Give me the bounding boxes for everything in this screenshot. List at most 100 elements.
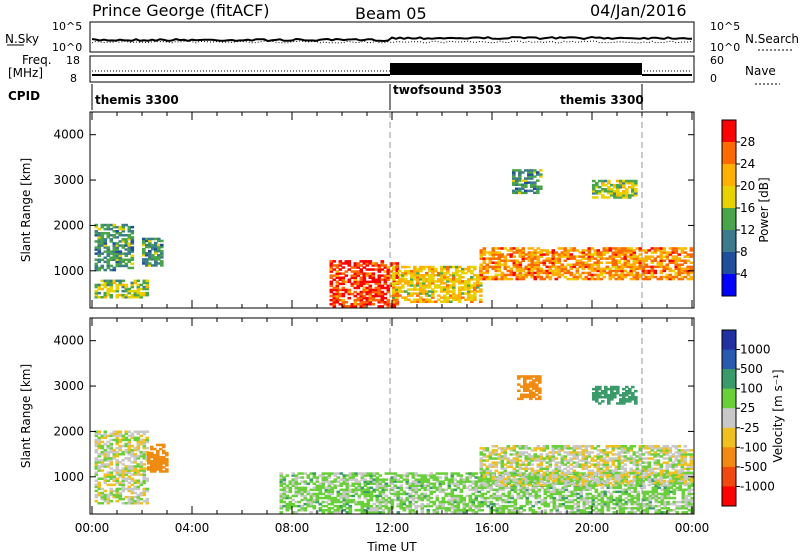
heatmap-cell <box>115 453 120 456</box>
heatmap-cell <box>622 186 626 189</box>
heatmap-cell <box>483 486 488 490</box>
heatmap-cell <box>474 488 479 492</box>
heatmap-cell <box>97 232 102 235</box>
heatmap-cell <box>387 500 392 504</box>
heatmap-cell <box>612 476 617 479</box>
heatmap-cell <box>662 265 667 269</box>
heatmap-cell <box>356 286 361 290</box>
heatmap-cell <box>390 500 395 504</box>
heatmap-cell <box>279 474 284 477</box>
heatmap-cell <box>133 296 138 299</box>
heatmap-cell <box>303 509 308 512</box>
heatmap-cell <box>97 453 102 456</box>
heatmap-cell <box>510 509 515 512</box>
heatmap-cell <box>106 293 111 297</box>
heatmap-cell <box>291 480 296 483</box>
heatmap-cell <box>453 496 458 500</box>
heatmap-cell <box>145 489 150 493</box>
heatmap-cell <box>605 467 610 470</box>
heatmap-cell <box>617 461 622 464</box>
heatmap-cell <box>455 294 459 297</box>
heatmap-cell <box>651 507 656 510</box>
heatmap-cell <box>142 249 146 253</box>
heatmap-cell <box>689 247 694 250</box>
heatmap-cell <box>363 484 368 487</box>
heatmap-cell <box>633 507 638 510</box>
heatmap-cell <box>657 486 662 490</box>
heatmap-cell <box>327 480 332 483</box>
heatmap-cell <box>332 268 337 271</box>
heatmap-cell <box>443 267 447 271</box>
heatmap-cell <box>456 498 461 502</box>
heatmap-cell <box>533 191 537 195</box>
heatmap-cell <box>581 463 586 466</box>
heatmap-cell <box>602 251 607 254</box>
heatmap-cell <box>560 455 565 458</box>
heatmap-cell <box>582 498 587 502</box>
heatmap-cell <box>398 278 402 281</box>
heatmap-cell <box>450 482 455 485</box>
heatmap-cell <box>627 498 632 502</box>
heatmap-cell <box>389 270 394 273</box>
heatmap-cell <box>590 477 595 481</box>
heatmap-cell <box>629 457 634 460</box>
heatmap-cell <box>464 284 468 287</box>
heatmap-cell <box>618 511 623 514</box>
heatmap-cell <box>521 467 526 470</box>
heatmap-cell <box>491 257 496 260</box>
heatmap-cell <box>616 179 620 183</box>
heatmap-cell <box>297 492 302 496</box>
heatmap-cell <box>591 496 596 500</box>
heatmap-cell <box>456 507 461 510</box>
heatmap-cell <box>534 486 539 490</box>
heatmap-cell <box>353 276 358 279</box>
heatmap-cell <box>133 438 138 442</box>
heatmap-cell <box>404 290 408 293</box>
heatmap-cell <box>557 257 562 260</box>
heatmap-cell <box>377 288 382 292</box>
heatmap-cell <box>506 253 511 256</box>
heatmap-cell <box>518 451 523 454</box>
heatmap-cell <box>497 253 502 256</box>
heatmap-cell <box>106 457 111 460</box>
heatmap-cell <box>687 488 692 492</box>
heatmap-cell <box>620 275 625 279</box>
heatmap-cell <box>374 286 379 290</box>
heatmap-cell <box>563 459 568 462</box>
heatmap-cell <box>587 273 592 277</box>
heatmap-cell <box>473 284 477 287</box>
heatmap-cell <box>429 500 434 504</box>
heatmap-cell <box>160 262 164 265</box>
heatmap-cell <box>446 300 450 303</box>
heatmap-cell <box>588 496 593 500</box>
heatmap-cell <box>410 274 414 277</box>
heatmap-cell <box>327 494 332 498</box>
heatmap-cell <box>100 236 105 239</box>
heatmap-cell <box>530 269 535 273</box>
heatmap-cell <box>103 293 108 297</box>
heatmap-cell <box>578 273 583 277</box>
heatmap-cell <box>603 500 608 504</box>
heatmap-cell <box>136 442 141 446</box>
heatmap-cell <box>654 488 659 492</box>
heatmap-cell <box>563 475 568 479</box>
heatmap-cell <box>369 482 374 485</box>
heatmap-cell <box>383 264 388 267</box>
heatmap-cell <box>100 234 105 237</box>
heatmap-cell <box>596 479 601 483</box>
heatmap-cell <box>429 496 434 500</box>
heatmap-cell <box>345 511 350 514</box>
heatmap-cell <box>407 284 411 287</box>
heatmap-cell <box>438 500 443 504</box>
heatmap-cell <box>408 496 413 500</box>
heatmap-cell <box>109 434 114 438</box>
heatmap-cell <box>142 243 146 247</box>
heatmap-cell <box>599 261 604 264</box>
heatmap-cell <box>512 191 516 195</box>
heatmap-cell <box>584 473 589 477</box>
heatmap-cell <box>109 258 114 261</box>
heatmap-cell <box>106 250 111 253</box>
heatmap-cell <box>593 477 598 481</box>
heatmap-cell <box>662 259 667 262</box>
heatmap-cell <box>351 500 356 504</box>
